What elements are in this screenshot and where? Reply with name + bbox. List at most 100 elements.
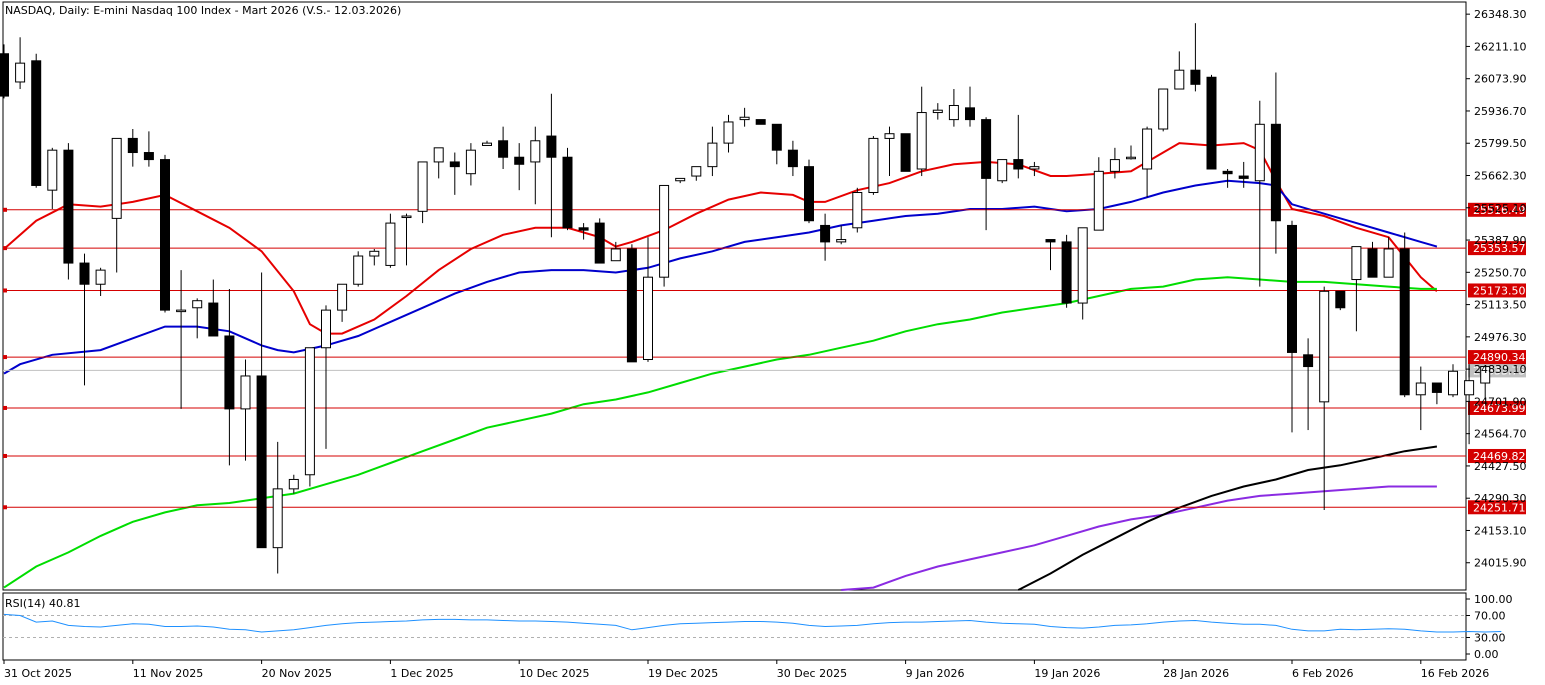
candle-bull — [675, 177, 686, 182]
axis-layer: 26348.30 26211.10 26073.90 25936.70 25799.50… — [3, 8, 1527, 680]
candle-bear — [1367, 248, 1378, 278]
level-tag — [1468, 202, 1526, 217]
candle-bear — [127, 137, 138, 154]
candle-bull — [1464, 380, 1475, 396]
y-tick-label: 24976.30 — [1474, 331, 1527, 344]
level-tag — [1468, 350, 1526, 365]
rsi-tick-label: 0.00 — [1474, 648, 1499, 661]
candle-bull — [1158, 88, 1169, 130]
candle-bull — [997, 159, 1008, 182]
x-tick-label: 19 Jan 2026 — [1034, 667, 1100, 680]
rsi-panel-frame — [2, 592, 1467, 661]
candle-bear — [63, 149, 74, 264]
candle-bear — [1287, 224, 1297, 353]
y-tick-label: 25113.50 — [1474, 299, 1527, 312]
level-marker — [3, 207, 7, 212]
candle-bear — [208, 302, 219, 337]
level-marker — [3, 505, 7, 510]
candle-bear — [1399, 248, 1410, 396]
candle-bull — [852, 192, 863, 229]
x-tick-label: 11 Nov 2025 — [133, 667, 203, 680]
x-tick-label: 19 Dec 2025 — [648, 667, 718, 680]
candle-bear — [31, 60, 42, 186]
candle-bull — [643, 276, 653, 361]
y-tick-label: 24839.10 — [1474, 363, 1527, 376]
candle-bear — [79, 262, 90, 285]
candle-bear — [1270, 123, 1281, 222]
moving-average-line — [1017, 445, 1438, 591]
candle-bull — [1319, 290, 1330, 403]
rsi-tick-label: 30.00 — [1474, 632, 1506, 645]
y-tick-label: 25799.50 — [1474, 137, 1527, 150]
level-marker — [3, 355, 7, 360]
rsi-title: RSI(14) 40.81 — [5, 597, 80, 610]
candle-bear — [0, 53, 9, 97]
level-label: 25353.57 — [1473, 242, 1526, 255]
y-tick-label: 25250.70 — [1474, 266, 1527, 279]
y-tick-label: 24427.50 — [1474, 460, 1527, 473]
candle-bull — [916, 112, 927, 170]
rsi-layer: 100.00 70.00 30.00 0.00 — [3, 593, 1513, 661]
level-tag — [1468, 448, 1526, 463]
candle-bear — [1335, 290, 1346, 309]
candle-bull — [1415, 382, 1426, 396]
candle-bull — [1480, 366, 1491, 384]
candle-bull — [1351, 246, 1362, 281]
candles-layer — [0, 23, 1491, 574]
y-tick-label: 26211.10 — [1474, 40, 1527, 53]
moving-averages-layer — [3, 142, 1438, 591]
candle-bull — [482, 142, 492, 146]
candle-bear — [546, 135, 557, 158]
y-tick-label: 26073.90 — [1474, 73, 1527, 86]
candle-bull — [1254, 123, 1265, 182]
candle-bull — [47, 149, 58, 191]
level-tag — [1468, 500, 1526, 515]
candle-bull — [1109, 159, 1120, 172]
candle-bull — [836, 239, 847, 243]
candle-bear — [981, 119, 992, 179]
candle-bear — [1303, 354, 1314, 368]
candle-bull — [1126, 156, 1136, 160]
candle-bull — [948, 104, 959, 121]
level-tag — [1468, 400, 1526, 415]
candle-bull — [385, 222, 396, 266]
moving-average-line — [3, 179, 1438, 375]
candle-bear — [1238, 175, 1249, 179]
level-tag — [1468, 241, 1526, 256]
candle-bear — [562, 156, 573, 229]
candle-bull — [95, 269, 106, 285]
moving-average-line — [3, 142, 1438, 335]
level-tag — [1468, 283, 1526, 298]
x-tick-label: 6 Feb 2026 — [1292, 667, 1353, 680]
candle-bear — [965, 107, 975, 121]
x-tick-label: 10 Dec 2025 — [519, 667, 589, 680]
chart-title: NASDAQ, Daily: E-mini Nasdaq 100 Index -… — [5, 4, 401, 17]
y-tick-label: 24290.30 — [1474, 492, 1527, 505]
candle-bear — [1013, 159, 1024, 170]
candle-bear — [449, 161, 460, 168]
candle-bull — [15, 62, 26, 83]
candle-bull — [1029, 166, 1040, 170]
candle-bear — [1045, 239, 1056, 243]
candle-bull — [321, 309, 331, 349]
level-marker — [3, 288, 7, 293]
candle-bull — [1383, 248, 1394, 278]
candle-bear — [578, 227, 589, 231]
candle-bear — [160, 159, 170, 311]
candle-bull — [465, 149, 476, 175]
candle-bear — [626, 248, 637, 363]
level-marker — [3, 453, 7, 458]
y-tick-label: 25525.10 — [1474, 202, 1527, 215]
y-tick-label: 24701.90 — [1474, 395, 1527, 408]
x-tick-label: 1 Dec 2025 — [390, 667, 453, 680]
candle-bull — [353, 255, 364, 285]
candle-bull — [884, 133, 895, 139]
candle-bull — [192, 300, 203, 309]
candle-bear — [1190, 69, 1201, 85]
candle-bear — [594, 222, 605, 264]
candle-bear — [787, 149, 798, 168]
level-label: 24469.82 — [1473, 450, 1526, 463]
rsi-tick-label: 100.00 — [1474, 593, 1513, 606]
candle-bull — [272, 488, 283, 549]
candle-bear — [224, 335, 235, 410]
